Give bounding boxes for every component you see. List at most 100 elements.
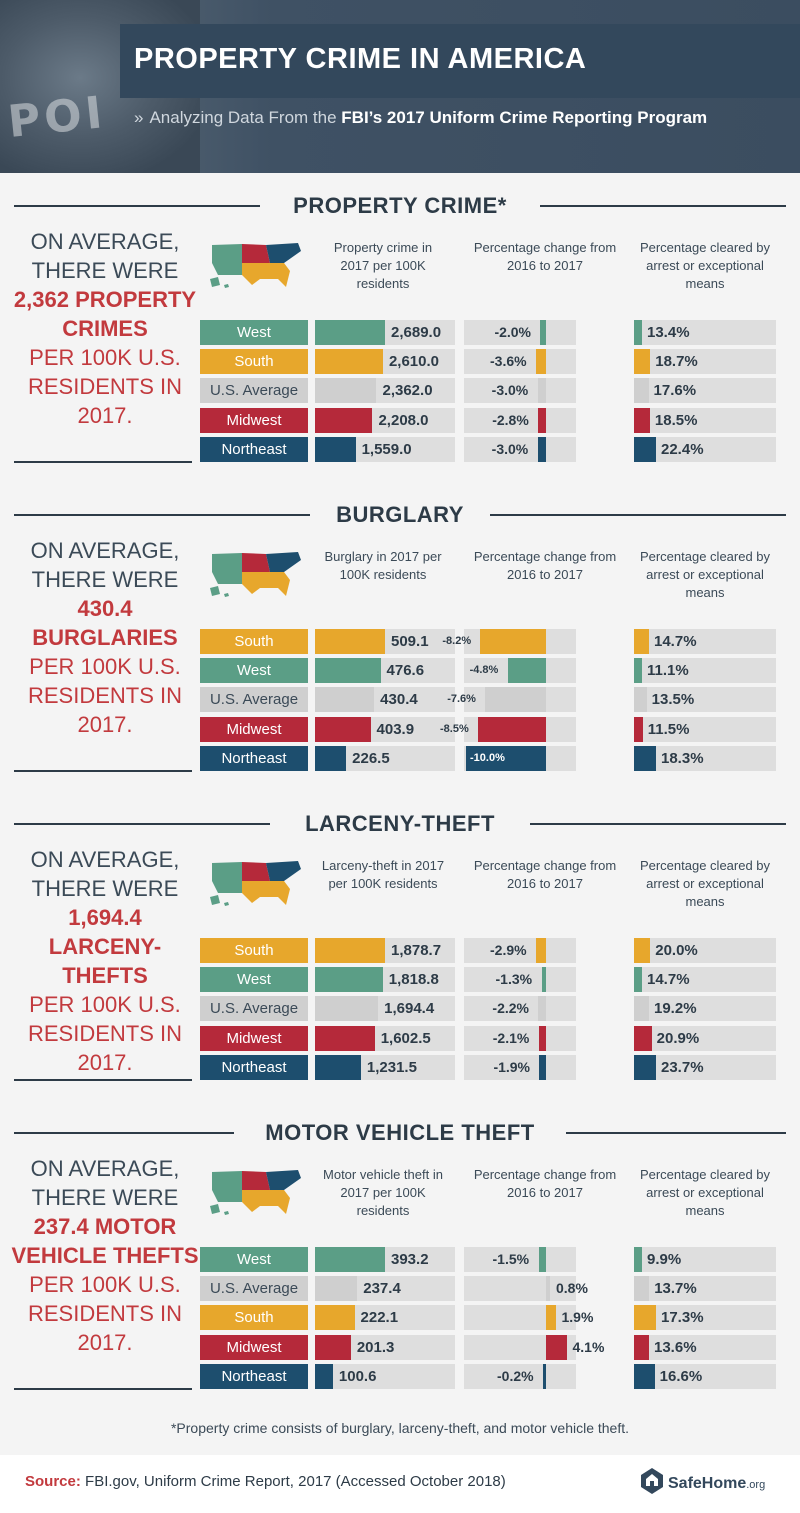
change-bar [466, 745, 546, 771]
region-label: Northeast [200, 436, 308, 462]
change-bar [538, 996, 546, 1022]
change-value: -2.1% [492, 1029, 530, 1046]
change-track [464, 1247, 576, 1272]
source-text: FBI.gov, Uniform Crime Report, 2017 (Acc… [80, 1473, 506, 1490]
rate-value: 1,559.0 [361, 440, 412, 458]
column-header-2: Percentage change from 2016 to 2017 [473, 858, 617, 891]
cleared-value: 22.4% [661, 440, 704, 458]
summary-line-2: THERE WERE [31, 1185, 179, 1210]
change-bar [536, 938, 546, 963]
us-regions-map-icon [210, 243, 301, 288]
table-row: South 2,610.0 -3.6% 18.7% [200, 349, 780, 375]
change-value: -4.8% [469, 664, 499, 677]
rate-bar [315, 629, 385, 654]
change-bar [507, 658, 546, 684]
cleared-track [634, 996, 776, 1022]
summary-rule [14, 770, 192, 772]
change-bar [540, 320, 546, 345]
cleared-bar [634, 1305, 656, 1331]
region-label: South [200, 1305, 308, 1331]
cleared-value: 19.2% [654, 1000, 697, 1018]
section-rule-right [540, 205, 786, 207]
change-track [464, 320, 576, 345]
change-value: -2.0% [494, 324, 532, 340]
cleared-bar [634, 1276, 650, 1302]
table-row: West 393.2 -1.5% 9.9% [200, 1247, 780, 1272]
change-value: -2.9% [490, 942, 527, 958]
rate-bar [315, 320, 385, 345]
table-row: West 2,689.0 -2.0% 13.4% [200, 320, 780, 345]
region-label: U.S. Average [200, 687, 308, 713]
region-label: West [200, 1247, 308, 1272]
summary-rest: PER 100K U.S. RESIDENTS IN 2017. [27, 654, 183, 737]
change-value: -1.3% [495, 971, 533, 988]
region-label: South [200, 938, 308, 963]
cleared-value: 18.5% [654, 411, 698, 429]
section-rule-right [566, 1132, 786, 1134]
cleared-bar [634, 938, 651, 963]
rate-bar [315, 378, 377, 404]
rate-value: 2,208.0 [378, 411, 429, 429]
section-rule-left [14, 205, 260, 207]
rate-bar [315, 938, 385, 963]
rate-value: 1,818.8 [388, 971, 439, 989]
section-rule-left [14, 514, 310, 516]
cleared-track [634, 938, 776, 963]
table-row: Midwest 1,602.5 -2.1% 20.9% [200, 1025, 780, 1051]
summary-line-1: ON AVERAGE, [30, 538, 180, 563]
table-row: West 476.6 -4.8% 11.1% [200, 658, 780, 684]
change-bar [538, 1247, 546, 1272]
cleared-bar [634, 1025, 652, 1051]
rate-value: 2,610.0 [388, 353, 439, 371]
cleared-bar [634, 1363, 655, 1389]
cleared-value: 13.4% [647, 324, 690, 341]
cleared-bar [634, 320, 642, 345]
change-value: -3.0% [491, 382, 529, 399]
cleared-value: 14.7% [647, 971, 690, 989]
change-track [464, 996, 576, 1022]
cleared-track [634, 1305, 776, 1331]
summary-highlight: 430.4 BURGLARIES [32, 596, 178, 650]
section-title: PROPERTY CRIME* [293, 193, 507, 218]
cleared-track [634, 378, 776, 404]
cleared-bar [634, 436, 656, 462]
summary-text: ON AVERAGE, THERE WERE 430.4 BURGLARIES PER… [10, 536, 200, 739]
table-row: U.S. Average 237.4 0.8% 13.7% [200, 1276, 780, 1302]
change-track [464, 1276, 576, 1302]
summary-text: ON AVERAGE, THERE WERE 2,362 PROPERTY CRIM… [10, 227, 200, 430]
table-row: Midwest 2,208.0 -2.8% 18.5% [200, 407, 780, 433]
cleared-track [634, 436, 776, 462]
cleared-value: 18.7% [655, 353, 698, 371]
change-track [464, 378, 576, 404]
cleared-value: 17.6% [653, 382, 697, 400]
cleared-track [634, 407, 776, 433]
section-4: MOTOR VEHICLE THEFT ON AVERAGE, THERE WERE… [0, 1120, 800, 1420]
cleared-value: 16.6% [659, 1367, 703, 1385]
cleared-value: 23.7% [661, 1058, 704, 1076]
cleared-track [634, 349, 776, 375]
table-row: U.S. Average 2,362.0 -3.0% 17.6% [200, 378, 780, 404]
change-value: -7.6% [447, 693, 476, 706]
change-bar [539, 1054, 546, 1080]
section-1: PROPERTY CRIME* ON AVERAGE, THERE WERE 2,36… [0, 193, 800, 493]
table-row: Midwest 403.9 -8.5% 11.5% [200, 716, 780, 742]
rate-value: 393.2 [391, 1251, 429, 1268]
change-bar [546, 1305, 556, 1331]
cleared-track [634, 1276, 776, 1302]
summary-rest: PER 100K U.S. RESIDENTS IN 2017. [27, 1272, 183, 1355]
table-row: West 1,818.8 -1.3% 14.7% [200, 967, 780, 993]
change-bar [536, 349, 546, 375]
change-track [464, 407, 576, 433]
cleared-value: 13.6% [654, 1338, 697, 1356]
cleared-bar [634, 687, 647, 713]
rate-bar [315, 1334, 351, 1360]
cleared-bar [634, 996, 649, 1022]
rate-value: 509.1 [391, 633, 429, 650]
table-row: South 509.1 -8.2% 14.7% [200, 629, 780, 654]
rate-value: 2,689.0 [391, 324, 442, 341]
change-value: -0.2% [497, 1367, 534, 1384]
change-value: -1.5% [492, 1251, 530, 1267]
region-label: Midwest [200, 1025, 308, 1051]
summary-rule [14, 461, 192, 463]
cleared-value: 20.9% [656, 1029, 700, 1047]
